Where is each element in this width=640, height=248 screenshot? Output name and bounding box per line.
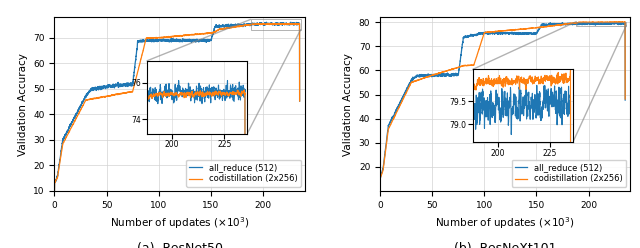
Legend: all_reduce (512), codistillation (2x256): all_reduce (512), codistillation (2x256) bbox=[186, 160, 301, 187]
Line: all_reduce (512): all_reduce (512) bbox=[54, 22, 300, 197]
all_reduce (512) bbox=[210, 29, 218, 32]
all_reduce (512) bbox=[262, 21, 270, 24]
codistillation (2x256) bbox=[420, 77, 428, 80]
Title: (b)  ResNeXt101: (b) ResNeXt101 bbox=[454, 242, 556, 248]
Legend: all_reduce (512), codistillation (2x256): all_reduce (512), codistillation (2x256) bbox=[511, 160, 626, 187]
codistillation (2x256) bbox=[144, 37, 152, 40]
Line: codistillation (2x256): codistillation (2x256) bbox=[380, 22, 625, 193]
all_reduce (512) bbox=[234, 25, 241, 28]
all_reduce (512) bbox=[144, 39, 152, 42]
all_reduce (512) bbox=[536, 27, 543, 30]
all_reduce (512) bbox=[596, 21, 604, 24]
codistillation (2x256) bbox=[210, 31, 218, 34]
codistillation (2x256) bbox=[559, 23, 567, 26]
codistillation (2x256) bbox=[95, 96, 103, 99]
codistillation (2x256) bbox=[578, 21, 586, 24]
codistillation (2x256) bbox=[198, 32, 205, 35]
codistillation (2x256) bbox=[470, 63, 477, 66]
all_reduce (512) bbox=[621, 99, 629, 102]
all_reduce (512) bbox=[559, 22, 567, 25]
Bar bbox=[576, 22, 626, 26]
all_reduce (512) bbox=[51, 195, 58, 198]
Bar bbox=[251, 19, 301, 30]
all_reduce (512) bbox=[252, 23, 260, 26]
Y-axis label: Validation Accuracy: Validation Accuracy bbox=[18, 53, 28, 155]
all_reduce (512) bbox=[95, 87, 103, 90]
all_reduce (512) bbox=[523, 33, 531, 36]
Y-axis label: Validation Accuracy: Validation Accuracy bbox=[343, 53, 353, 155]
X-axis label: Number of updates ($\times10^3$): Number of updates ($\times10^3$) bbox=[435, 215, 575, 231]
codistillation (2x256) bbox=[523, 27, 531, 30]
codistillation (2x256) bbox=[376, 192, 384, 195]
codistillation (2x256) bbox=[234, 25, 241, 28]
codistillation (2x256) bbox=[295, 22, 303, 25]
all_reduce (512) bbox=[296, 100, 303, 103]
Title: (a)  ResNet50: (a) ResNet50 bbox=[136, 242, 223, 248]
codistillation (2x256) bbox=[621, 20, 629, 23]
codistillation (2x256) bbox=[51, 195, 58, 198]
all_reduce (512) bbox=[420, 74, 428, 77]
all_reduce (512) bbox=[578, 22, 586, 25]
codistillation (2x256) bbox=[536, 26, 543, 29]
all_reduce (512) bbox=[470, 33, 477, 36]
all_reduce (512) bbox=[198, 38, 205, 41]
all_reduce (512) bbox=[376, 192, 384, 195]
Line: all_reduce (512): all_reduce (512) bbox=[380, 23, 625, 193]
X-axis label: Number of updates ($\times10^3$): Number of updates ($\times10^3$) bbox=[110, 215, 250, 231]
codistillation (2x256) bbox=[252, 23, 260, 26]
codistillation (2x256) bbox=[621, 97, 629, 100]
codistillation (2x256) bbox=[296, 99, 303, 102]
Line: codistillation (2x256): codistillation (2x256) bbox=[54, 24, 300, 196]
